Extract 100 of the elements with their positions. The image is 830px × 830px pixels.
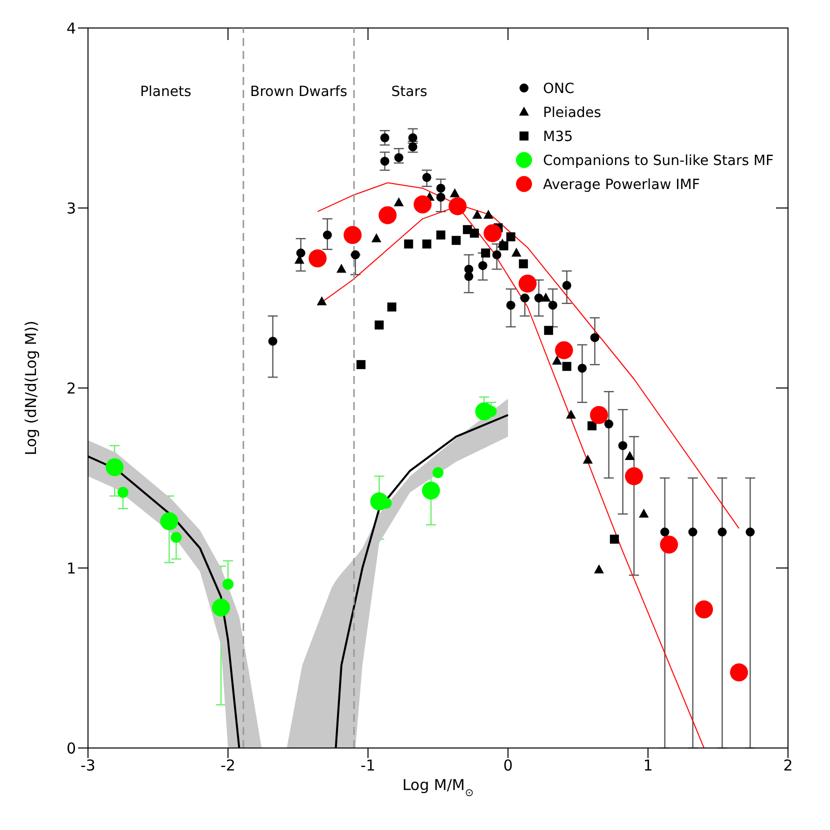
point: [374, 320, 384, 330]
point: [378, 206, 397, 224]
point: [394, 153, 404, 162]
legend-label: ONC: [543, 81, 574, 97]
point: [481, 248, 490, 258]
point: [562, 362, 572, 371]
point: [548, 300, 558, 310]
point: [718, 528, 727, 536]
legend-label: Average Powerlaw IMF: [543, 177, 700, 193]
point: [695, 600, 713, 618]
point: [118, 486, 128, 498]
point: [464, 272, 474, 281]
point: [618, 441, 628, 450]
x-tick-label: -2: [220, 756, 236, 775]
y-tick-label: 1: [66, 559, 76, 578]
point: [422, 482, 440, 500]
x-tick-label: 1: [643, 756, 653, 775]
point: [660, 536, 678, 554]
point: [506, 300, 516, 310]
point: [730, 663, 748, 682]
annotation: Stars: [391, 84, 428, 100]
point: [625, 467, 643, 486]
point: [478, 261, 488, 270]
point: [344, 226, 362, 244]
point: [268, 336, 278, 346]
point: [594, 564, 604, 574]
point: [472, 210, 482, 219]
point: [483, 210, 494, 219]
y-tick-label: 4: [66, 19, 76, 38]
point: [212, 598, 230, 617]
x-tick-label: 2: [783, 756, 793, 775]
point: [562, 280, 572, 290]
point: [387, 302, 396, 312]
point: [746, 528, 755, 536]
point: [336, 264, 346, 273]
x-tick-label: -3: [80, 756, 96, 775]
point: [499, 241, 508, 250]
point: [380, 133, 390, 142]
point: [436, 192, 446, 202]
point: [540, 292, 551, 302]
point: [106, 458, 124, 476]
point: [452, 236, 461, 245]
point: [356, 360, 366, 370]
point: [544, 326, 554, 335]
point: [308, 249, 327, 268]
legend-label: M35: [543, 129, 573, 145]
point: [222, 578, 234, 590]
point: [448, 197, 467, 216]
legend-label: Companions to Sun-like Stars MF: [543, 153, 774, 169]
point: [590, 333, 600, 342]
point: [296, 248, 306, 258]
point: [534, 294, 544, 302]
point: [322, 230, 332, 240]
point: [582, 454, 593, 464]
point: [436, 184, 446, 193]
point: [518, 259, 528, 268]
point: [371, 233, 382, 242]
point: [350, 250, 360, 260]
point: [422, 172, 432, 182]
x-axis-title: Log M/M$_{⊙}$: [402, 776, 474, 799]
point: [660, 528, 670, 536]
x-tick-label: 0: [503, 756, 513, 775]
point: [518, 274, 537, 293]
y-tick-label: 3: [66, 199, 76, 218]
point: [170, 532, 182, 543]
point: [552, 356, 562, 365]
annotation: Planets: [140, 84, 192, 100]
point: [432, 467, 444, 478]
legend-label: Pleiades: [543, 105, 602, 121]
point: [408, 133, 418, 142]
point: [604, 420, 614, 428]
point: [638, 508, 649, 518]
point: [492, 250, 502, 260]
point: [566, 410, 576, 419]
point: [404, 240, 414, 248]
y-tick-label: 2: [66, 379, 76, 398]
point: [506, 232, 516, 242]
point: [578, 364, 587, 373]
point: [436, 230, 446, 240]
point: [520, 294, 530, 302]
point: [484, 224, 502, 242]
point: [624, 451, 635, 460]
point: [511, 248, 522, 257]
point: [688, 528, 698, 536]
point: [555, 341, 573, 360]
point: [588, 421, 596, 430]
point: [414, 195, 432, 214]
point: [470, 228, 479, 238]
point: [590, 406, 608, 424]
point: [610, 534, 619, 544]
y-axis-title: Log (dN/d(Log M)): [22, 320, 40, 456]
x-tick-label: -1: [360, 756, 376, 775]
annotation: Brown Dwarfs: [250, 84, 348, 100]
point: [422, 240, 432, 248]
point: [316, 296, 327, 306]
y-tick-label: 0: [66, 739, 76, 758]
point: [160, 512, 178, 530]
point: [380, 156, 390, 166]
point: [394, 197, 404, 206]
point: [450, 188, 460, 198]
